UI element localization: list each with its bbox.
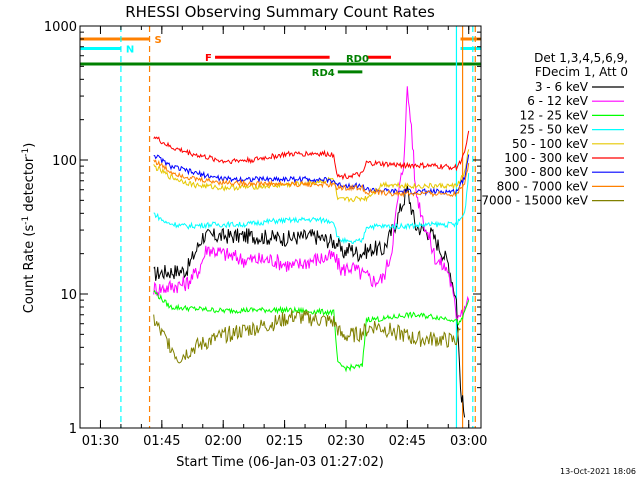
x-tick-label-3: 02:15 [266,434,303,449]
y-ticks: 1 10 100 1000 [44,20,481,437]
y-axis-title-sup: -1 [21,216,31,225]
legend-label-2: 12 - 25 keV [520,108,589,122]
series-line-2 [153,289,470,373]
legend-label-7: 800 - 7000 keV [497,179,589,193]
series-line-7 [153,159,470,198]
legend: Det 1,3,4,5,6,9, FDecim 1, Att 0 3 - 6 k… [481,51,628,208]
x-tick-label-4: 02:30 [327,434,364,449]
series-line-6 [153,154,470,197]
chart-title: RHESSI Observing Summary Count Rates [125,3,435,21]
flags-layer: S N F RD0 RD4 [80,35,481,79]
legend-label-5: 100 - 300 keV [504,151,588,165]
y-axis-title-end: ) [22,143,37,148]
x-tick-label-5: 02:45 [389,434,426,449]
flag-label-rd4: RD4 [312,68,335,79]
x-tick-label-1: 01:45 [143,434,180,449]
y-axis-title-rest: detector [22,156,37,216]
y-tick-label-2: 100 [52,154,77,169]
series-line-0 [153,185,466,418]
series-line-3 [153,172,470,245]
y-axis-title-main: Count Rate (s [22,225,37,314]
x-tick-label-6: 03:00 [450,434,487,449]
footer-date: 13-Oct-2021 18:06 [560,467,636,476]
plot-frame [79,25,482,429]
flag-label-s: S [155,35,162,46]
series-line-8 [153,309,461,364]
y-tick-label-1: 10 [60,288,77,303]
y-tick-label-0: 1 [69,422,77,437]
legend-label-6: 300 - 800 keV [504,165,588,179]
legend-header-line-1: Det 1,3,4,5,6,9, [534,51,628,65]
series-line-5 [153,130,470,181]
y-axis-title: Count Rate (s-1 detector-1) [21,143,37,314]
legend-label-8: 7000 - 15000 keV [481,194,588,208]
series-layer [153,86,470,418]
legend-label-3: 25 - 50 keV [520,123,589,137]
x-tick-label-2: 02:00 [204,434,241,449]
y-tick-label-3: 1000 [44,20,77,35]
flag-label-n: N [126,44,134,55]
flag-label-f: F [205,53,212,64]
legend-header-line-2: FDecim 1, Att 0 [535,65,628,79]
legend-label-4: 50 - 100 keV [512,137,589,151]
series-line-1 [153,86,470,320]
legend-label-1: 6 - 12 keV [527,94,589,108]
legend-label-0: 3 - 6 keV [535,80,589,94]
flag-label-rd0: RD0 [346,54,369,65]
series-line-4 [153,149,470,203]
y-axis-title-sup-2: -1 [21,148,31,157]
x-axis-title: Start Time (06-Jan-03 01:27:02) [176,455,384,470]
x-tick-label-0: 01:30 [82,434,119,449]
vertical-lines-layer [120,26,476,428]
x-ticks: 01:30 01:45 02:00 02:15 02:30 02:45 03:00 [79,26,487,449]
